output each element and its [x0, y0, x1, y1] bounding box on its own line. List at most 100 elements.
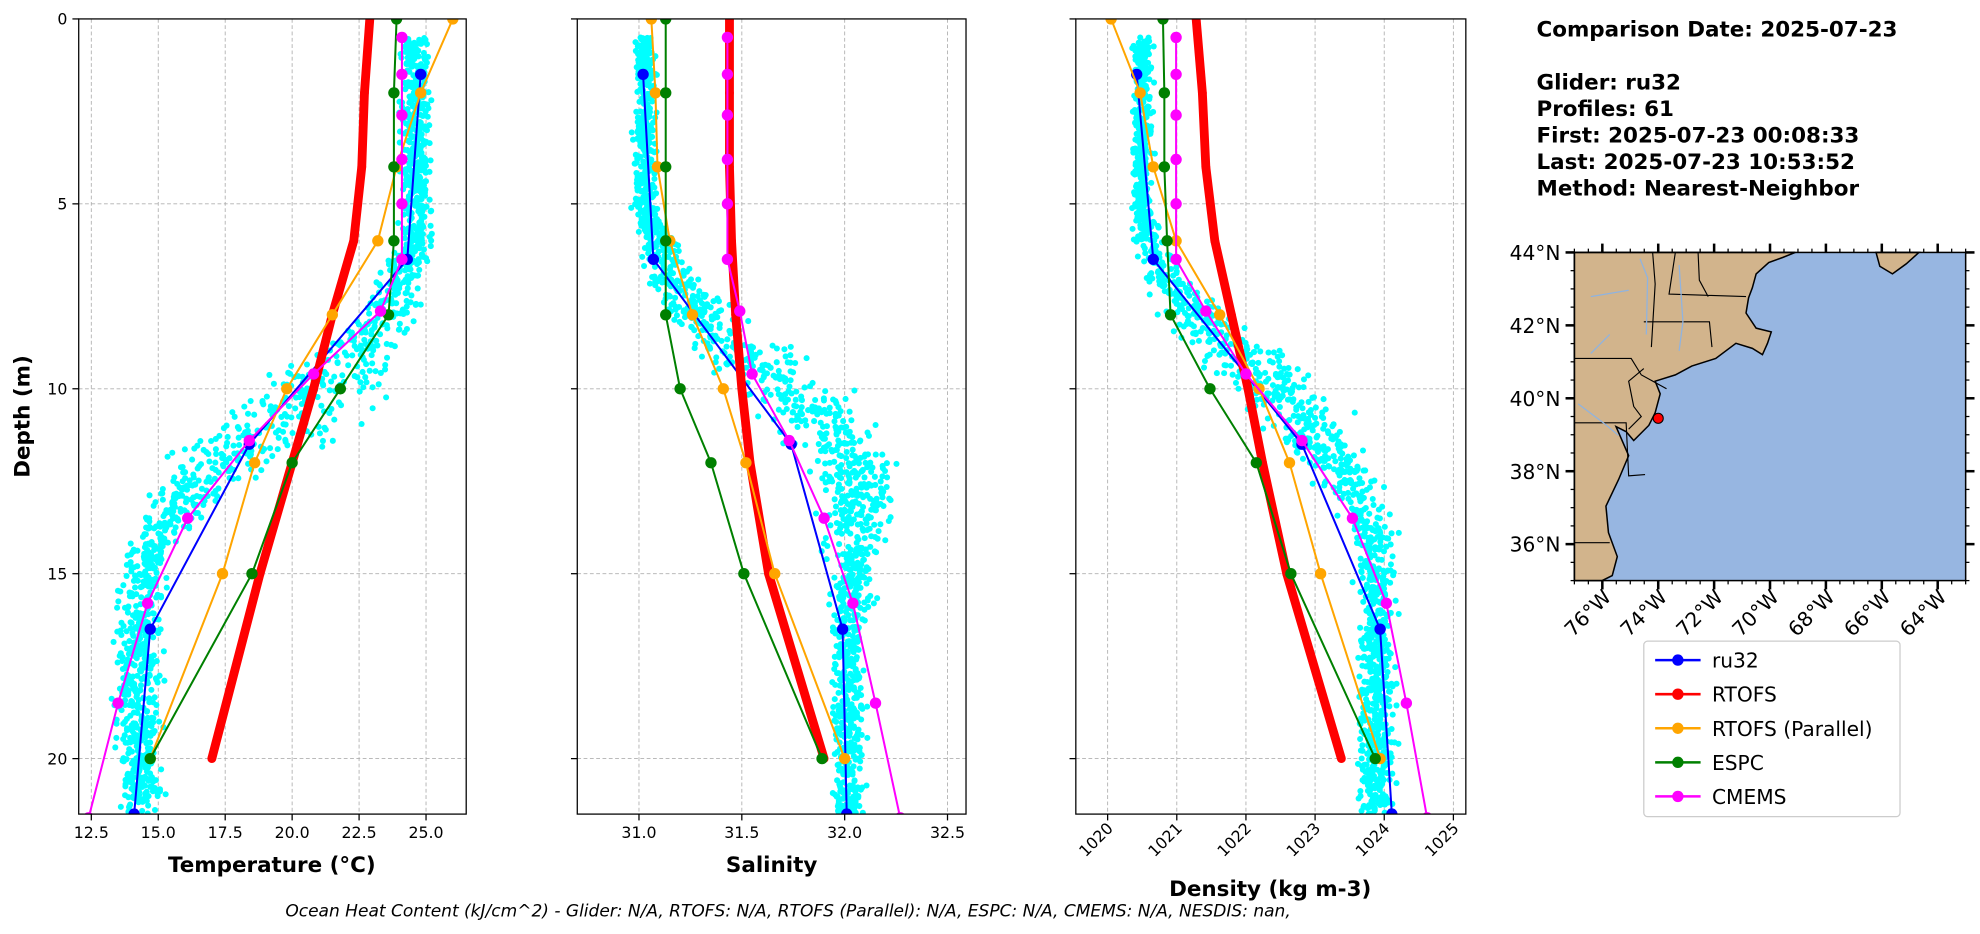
glider-scatter-point	[345, 362, 352, 369]
glider-scatter-point	[258, 467, 265, 474]
data-point-cmems	[396, 109, 408, 121]
data-point-espc	[1161, 235, 1173, 247]
glider-scatter-point	[117, 588, 124, 595]
glider-scatter-point	[823, 556, 830, 563]
glider-scatter-point	[124, 739, 131, 746]
profile-count: Profiles: 61	[1537, 97, 1674, 122]
glider-scatter-point	[1221, 370, 1228, 377]
glider-scatter-point	[244, 410, 252, 417]
glider-scatter-point	[1353, 467, 1360, 474]
glider-scatter-point	[1130, 42, 1137, 49]
glider-scatter-point	[696, 288, 703, 295]
glider-scatter-point	[803, 355, 810, 362]
glider-scatter-point	[145, 525, 152, 532]
glider-scatter-point	[1322, 452, 1329, 459]
glider-scatter-point	[376, 282, 384, 289]
glider-scatter-point	[134, 709, 141, 716]
x-tick-label: 1025	[1421, 819, 1463, 861]
glider-scatter-point	[186, 525, 193, 532]
glider-scatter-point	[882, 537, 889, 544]
glider-scatter-point	[1338, 461, 1345, 468]
glider-scatter-point	[403, 303, 410, 310]
glider-scatter-point	[713, 354, 720, 361]
glider-scatter-point	[839, 551, 847, 558]
glider-scatter-point	[1380, 548, 1388, 555]
glider-scatter-point	[1358, 567, 1365, 575]
glider-scatter-point	[1253, 343, 1260, 350]
glider-scatter-point	[649, 133, 656, 140]
glider-scatter-point	[1276, 363, 1283, 370]
glider-scatter-point	[1387, 561, 1394, 568]
data-point-cmems	[182, 512, 194, 524]
glider-scatter-point	[1148, 179, 1155, 186]
x-tick-label: 1023	[1282, 819, 1324, 861]
glider-scatter-point	[879, 462, 886, 469]
glider-scatter-point	[1381, 585, 1388, 592]
glider-scatter-point	[1368, 707, 1375, 714]
glider-scatter-point	[1365, 810, 1372, 815]
glider-scatter-point	[1313, 434, 1320, 441]
glider-scatter-point	[857, 437, 864, 444]
glider-scatter-point	[1186, 286, 1193, 293]
glider-scatter-point	[831, 653, 838, 660]
glider-scatter-point	[1359, 747, 1366, 754]
glider-scatter-point	[208, 437, 215, 445]
glider-scatter-point	[141, 773, 148, 780]
glider-scatter-point	[1383, 662, 1390, 669]
glider-scatter-point	[229, 409, 236, 416]
glider-scatter-point	[416, 150, 423, 157]
glider-scatter-point	[1380, 777, 1387, 784]
glider-scatter-point	[855, 745, 862, 752]
glider-scatter-point	[114, 659, 121, 666]
glider-scatter-point	[1142, 250, 1149, 257]
glider-scatter-point	[282, 421, 289, 428]
glider-scatter-point	[319, 437, 326, 444]
glider-scatter-point	[366, 310, 373, 317]
glider-scatter-point	[1227, 340, 1234, 348]
glider-scatter-point	[1380, 616, 1387, 623]
glider-scatter-point	[151, 694, 158, 701]
glider-scatter-point	[678, 321, 685, 328]
glider-scatter-point	[644, 34, 651, 41]
glider-scatter-point	[118, 707, 125, 714]
data-point-rtofs-parallel	[649, 87, 662, 99]
last-time: Last: 2025-07-23 10:53:52	[1537, 150, 1855, 175]
glider-scatter-point	[121, 718, 128, 725]
glider-scatter-point	[652, 278, 659, 285]
glider-scatter-point	[1184, 312, 1191, 319]
glider-scatter-point	[235, 434, 242, 441]
data-point-rtofs-parallel	[717, 383, 729, 395]
glider-scatter-point	[805, 407, 812, 414]
glider-scatter-point	[655, 286, 662, 293]
glider-scatter-point	[1330, 453, 1337, 460]
glider-scatter-point	[1255, 359, 1262, 366]
glider-scatter-point	[726, 353, 733, 360]
glider-scatter-point	[826, 473, 833, 480]
glider-scatter-point	[675, 242, 682, 249]
glider-scatter-point	[641, 244, 648, 252]
glider-scatter-point	[833, 529, 841, 536]
glider-scatter-point	[874, 595, 881, 602]
glider-scatter-point	[1383, 646, 1390, 653]
plot-area	[84, 18, 459, 815]
glider-scatter-point	[181, 446, 188, 453]
glider-scatter-point	[1285, 364, 1292, 372]
glider-scatter-point	[1227, 362, 1235, 369]
map-rivers	[1577, 258, 1684, 436]
glider-scatter-point	[424, 113, 431, 120]
glider-scatter-point	[1241, 325, 1248, 332]
glider-scatter-point	[727, 330, 734, 337]
glider-scatter-point	[1321, 464, 1328, 471]
glider-scatter-point	[269, 453, 276, 460]
glider-scatter-point	[1146, 38, 1153, 45]
glider-scatter-point	[842, 429, 849, 436]
glider-scatter-point	[125, 750, 132, 757]
glider-scatter-point	[637, 108, 644, 115]
glider-scatter-point	[1320, 396, 1327, 403]
glider-scatter-point	[802, 417, 809, 424]
y-tick-label: 20	[47, 749, 67, 768]
glider-scatter-point	[373, 300, 380, 307]
glider-scatter-point	[641, 263, 648, 270]
glider-scatter-point	[210, 490, 217, 497]
